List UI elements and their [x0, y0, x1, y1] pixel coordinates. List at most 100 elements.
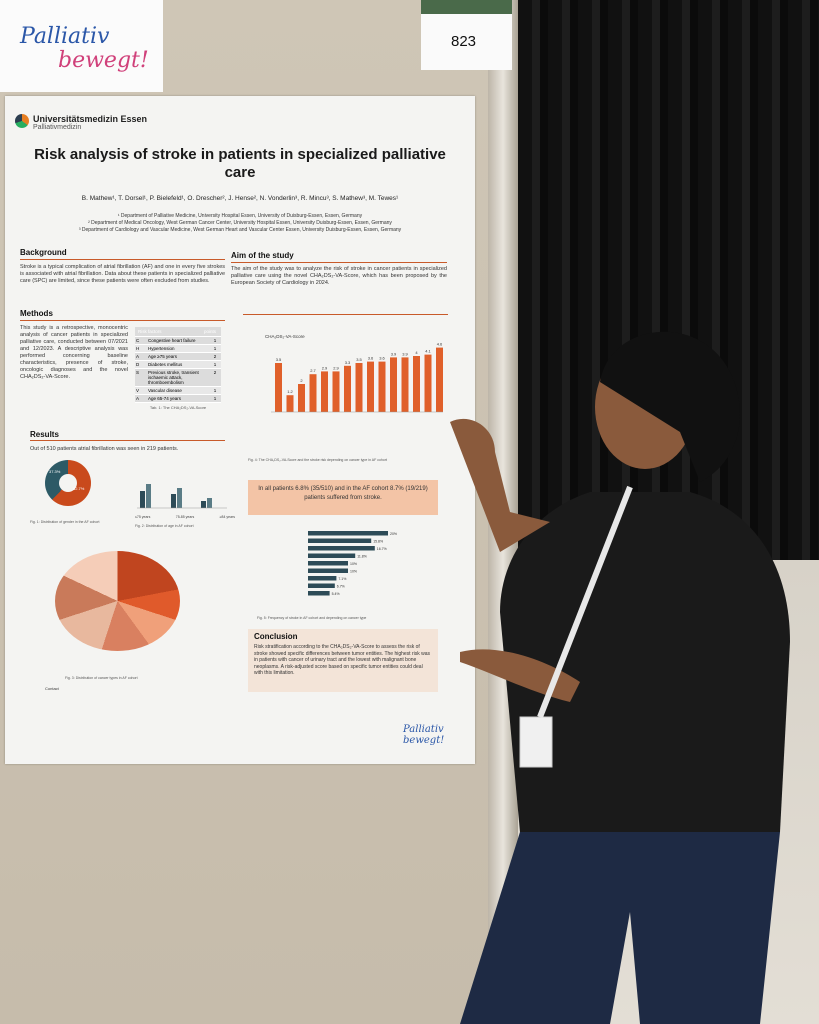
poster-number: 823 [451, 33, 477, 50]
table-cell: H [136, 346, 140, 351]
stroke-frequency-label: 11.8% [357, 555, 367, 559]
table-cell: 1 [213, 338, 217, 343]
score-bar-label: 4.1 [425, 349, 431, 354]
university-logo-icon [15, 114, 29, 128]
table-cell: Vascular disease [148, 388, 182, 393]
methods-text: This study is a retrospective, monocentr… [20, 325, 128, 380]
score-bar-label: 1.2 [287, 389, 293, 394]
divider [20, 259, 225, 260]
stroke-frequency-bar [308, 538, 372, 543]
stroke-frequency-bar [308, 561, 348, 566]
cancer-type-pie-chart [55, 551, 180, 651]
score-bar-label: 2.7 [310, 368, 316, 373]
age-tick: ≤75 years [135, 515, 151, 519]
age-bar [146, 484, 151, 508]
presenter-jeans [460, 832, 780, 1024]
stroke-frequency-bar [308, 546, 375, 551]
age-bar [177, 488, 182, 508]
table-row: H Hypertension 1 [135, 345, 221, 353]
table-caption: Tab. 1: The CHA₂DS₂-VA-Score [149, 405, 207, 410]
score-bar [378, 361, 386, 412]
table-cell: Hypertension [148, 346, 175, 351]
fig3-caption: Fig. 3: Distribution of cancer types in … [65, 676, 138, 680]
stroke-frequency-bar [308, 531, 388, 536]
table-cell: Diabetes mellitus [148, 362, 183, 367]
table-cell: S [136, 370, 140, 375]
affiliation-3: ³ Department of Cardiology and Vascular … [78, 227, 402, 233]
score-bar-label: 3.6 [368, 356, 374, 361]
fig2-caption: Fig. 2: Distribution of age in AF cohort [135, 524, 194, 528]
age-bar [201, 501, 206, 508]
score-bar [321, 371, 328, 412]
age-bar [207, 498, 212, 508]
fig4-ylabel: CHA₂DS₂-VA-Score [265, 334, 305, 339]
stroke-frequency-bar [308, 568, 348, 573]
table-cell: 2 [213, 354, 217, 359]
table-row: A Age ≥75 years 2 [135, 353, 221, 361]
table-header: Risk factors points [135, 327, 221, 337]
score-bar-label: 3.5 [356, 357, 362, 362]
conclusion-box: Conclusion Risk stratification according… [248, 629, 438, 692]
lanyard [537, 485, 633, 719]
poster-authors: B. Mathew¹, T. Dorsel¹, P. Bielefeld¹, O… [81, 195, 399, 202]
background-heading: Background [20, 248, 67, 257]
score-bar [401, 357, 409, 412]
fig1-caption: Fig. 1: Distribution of gender in the AF… [30, 520, 100, 524]
score-bar [332, 371, 340, 412]
age-bar [140, 491, 145, 508]
conclusion-heading: Conclusion [254, 632, 298, 641]
poster-title: Risk analysis of stroke in patients in s… [34, 146, 446, 181]
presenter-hair [600, 331, 740, 482]
table-row: S Previous stroke, transient ischaemic at… [135, 369, 221, 387]
table-cell: A [136, 396, 140, 401]
poster-footer-logo: Palliativ bewegt! [403, 724, 445, 746]
stroke-frequency-bar [308, 583, 335, 588]
black-curtain [518, 0, 819, 560]
stroke-frequency-label: 10% [350, 562, 357, 566]
gender-donut-chart [45, 460, 91, 506]
age-tick: ≥84 years [219, 515, 235, 519]
table-cell: Congestive heart failure [148, 338, 196, 343]
table-cell: D [136, 362, 140, 367]
score-bar-label: 3.3 [345, 360, 351, 365]
age-tick-labels: ≤75 years 75-85 years ≥84 years [135, 515, 235, 519]
table-cell: Previous stroke, transient ischaemic att… [148, 370, 199, 385]
score-bar-label: 3.9 [391, 351, 397, 356]
stroke-frequency-label: 5.4% [332, 592, 340, 596]
score-bar [286, 395, 294, 412]
logo-line-1: Palliativ [20, 24, 110, 49]
contact-label: Contact [45, 686, 59, 691]
table-cell: 2 [213, 370, 217, 375]
results-heading: Results [30, 430, 59, 439]
age-tick: 75-85 years [175, 515, 195, 519]
table-cell: 1 [213, 396, 217, 401]
divider [20, 320, 225, 321]
number-card-strip [421, 0, 512, 14]
fig4-caption: Fig. 4: The CHA₂DS₂-VA-Score and the str… [248, 458, 387, 462]
header-points: points [203, 329, 216, 334]
divider [243, 314, 448, 315]
presenter-raised-hand [450, 418, 550, 552]
age-bar [171, 494, 176, 508]
poster-number-card: 823 [421, 0, 512, 70]
university-label: Universitätsmedizin Essen [33, 114, 148, 124]
score-bar [436, 347, 443, 412]
score-bar-label: 4 [415, 350, 418, 355]
score-bar [298, 384, 305, 412]
table-cell: A [136, 354, 140, 359]
score-bar [390, 357, 397, 412]
score-bar [367, 361, 374, 412]
table-cell: 1 [213, 388, 217, 393]
table-row: V Vascular disease 1 [135, 387, 221, 395]
table-cell: 1 [213, 362, 217, 367]
score-bar [424, 354, 432, 412]
stroke-frequency-bar [308, 576, 337, 581]
table-row: C Congestive heart failure 1 [135, 337, 221, 345]
table-cell: 1 [213, 346, 217, 351]
score-bar [275, 363, 282, 412]
score-bar-label: 3.9 [402, 351, 408, 356]
department-label: Palliativmedizin [33, 124, 82, 131]
table-cell: Age 65-74 years [148, 396, 182, 401]
divider [231, 262, 447, 263]
presenter-sweater [500, 492, 790, 832]
